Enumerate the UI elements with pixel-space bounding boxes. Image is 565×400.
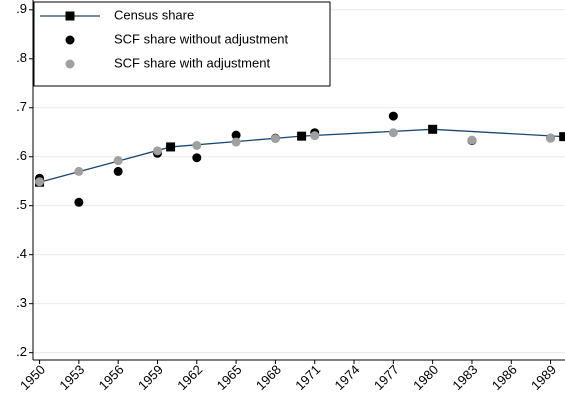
y-tick-label: .5 — [16, 197, 27, 212]
x-tick-label: 1971 — [292, 362, 323, 393]
x-tick-label: 1974 — [332, 362, 363, 393]
y-tick-label: .6 — [16, 148, 27, 163]
data-point — [35, 177, 45, 187]
y-tick-label: .9 — [16, 1, 27, 16]
data-point — [467, 135, 477, 145]
x-tick-label: 1986 — [489, 362, 520, 393]
data-point — [231, 130, 241, 140]
x-tick-label: 1962 — [174, 362, 205, 393]
x-tick-label: 1983 — [449, 362, 480, 393]
legend-marker — [65, 11, 75, 21]
data-point — [192, 153, 202, 163]
x-tick-label: 1953 — [56, 362, 87, 393]
data-point — [166, 142, 176, 152]
legend-label: Census share — [114, 7, 194, 22]
x-tick-label: 1977 — [371, 362, 402, 393]
data-point — [559, 132, 565, 142]
data-point — [113, 156, 123, 166]
legend-marker — [65, 35, 75, 45]
x-tick-label: 1989 — [528, 362, 559, 393]
y-tick-label: .8 — [16, 50, 27, 65]
data-point — [428, 124, 438, 134]
data-point — [310, 131, 320, 141]
legend-label: SCF share without adjustment — [114, 31, 289, 46]
data-point — [388, 111, 398, 121]
y-tick-label: .4 — [16, 246, 27, 261]
x-tick-label: 1965 — [214, 362, 245, 393]
data-point — [152, 146, 162, 156]
y-tick-label: .3 — [16, 295, 27, 310]
data-point — [270, 134, 280, 144]
x-tick-label: 1956 — [96, 362, 127, 393]
data-point — [546, 133, 556, 143]
x-tick-label: 1980 — [410, 362, 441, 393]
data-point — [192, 140, 202, 150]
legend-marker — [65, 59, 75, 69]
y-tick-label: .7 — [16, 99, 27, 114]
y-tick-label: .2 — [16, 344, 27, 359]
data-point — [388, 128, 398, 138]
data-point — [113, 166, 123, 176]
legend-label: SCF share with adjustment — [114, 55, 270, 70]
x-tick-label: 1968 — [253, 362, 284, 393]
data-point — [74, 197, 84, 207]
data-point — [231, 137, 241, 147]
x-tick-label: 1950 — [17, 362, 48, 393]
data-point — [297, 131, 307, 141]
x-tick-label: 1959 — [135, 362, 166, 393]
data-point — [74, 166, 84, 176]
